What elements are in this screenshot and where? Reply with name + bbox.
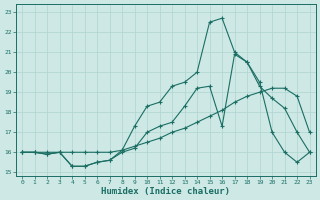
X-axis label: Humidex (Indice chaleur): Humidex (Indice chaleur) <box>101 187 230 196</box>
